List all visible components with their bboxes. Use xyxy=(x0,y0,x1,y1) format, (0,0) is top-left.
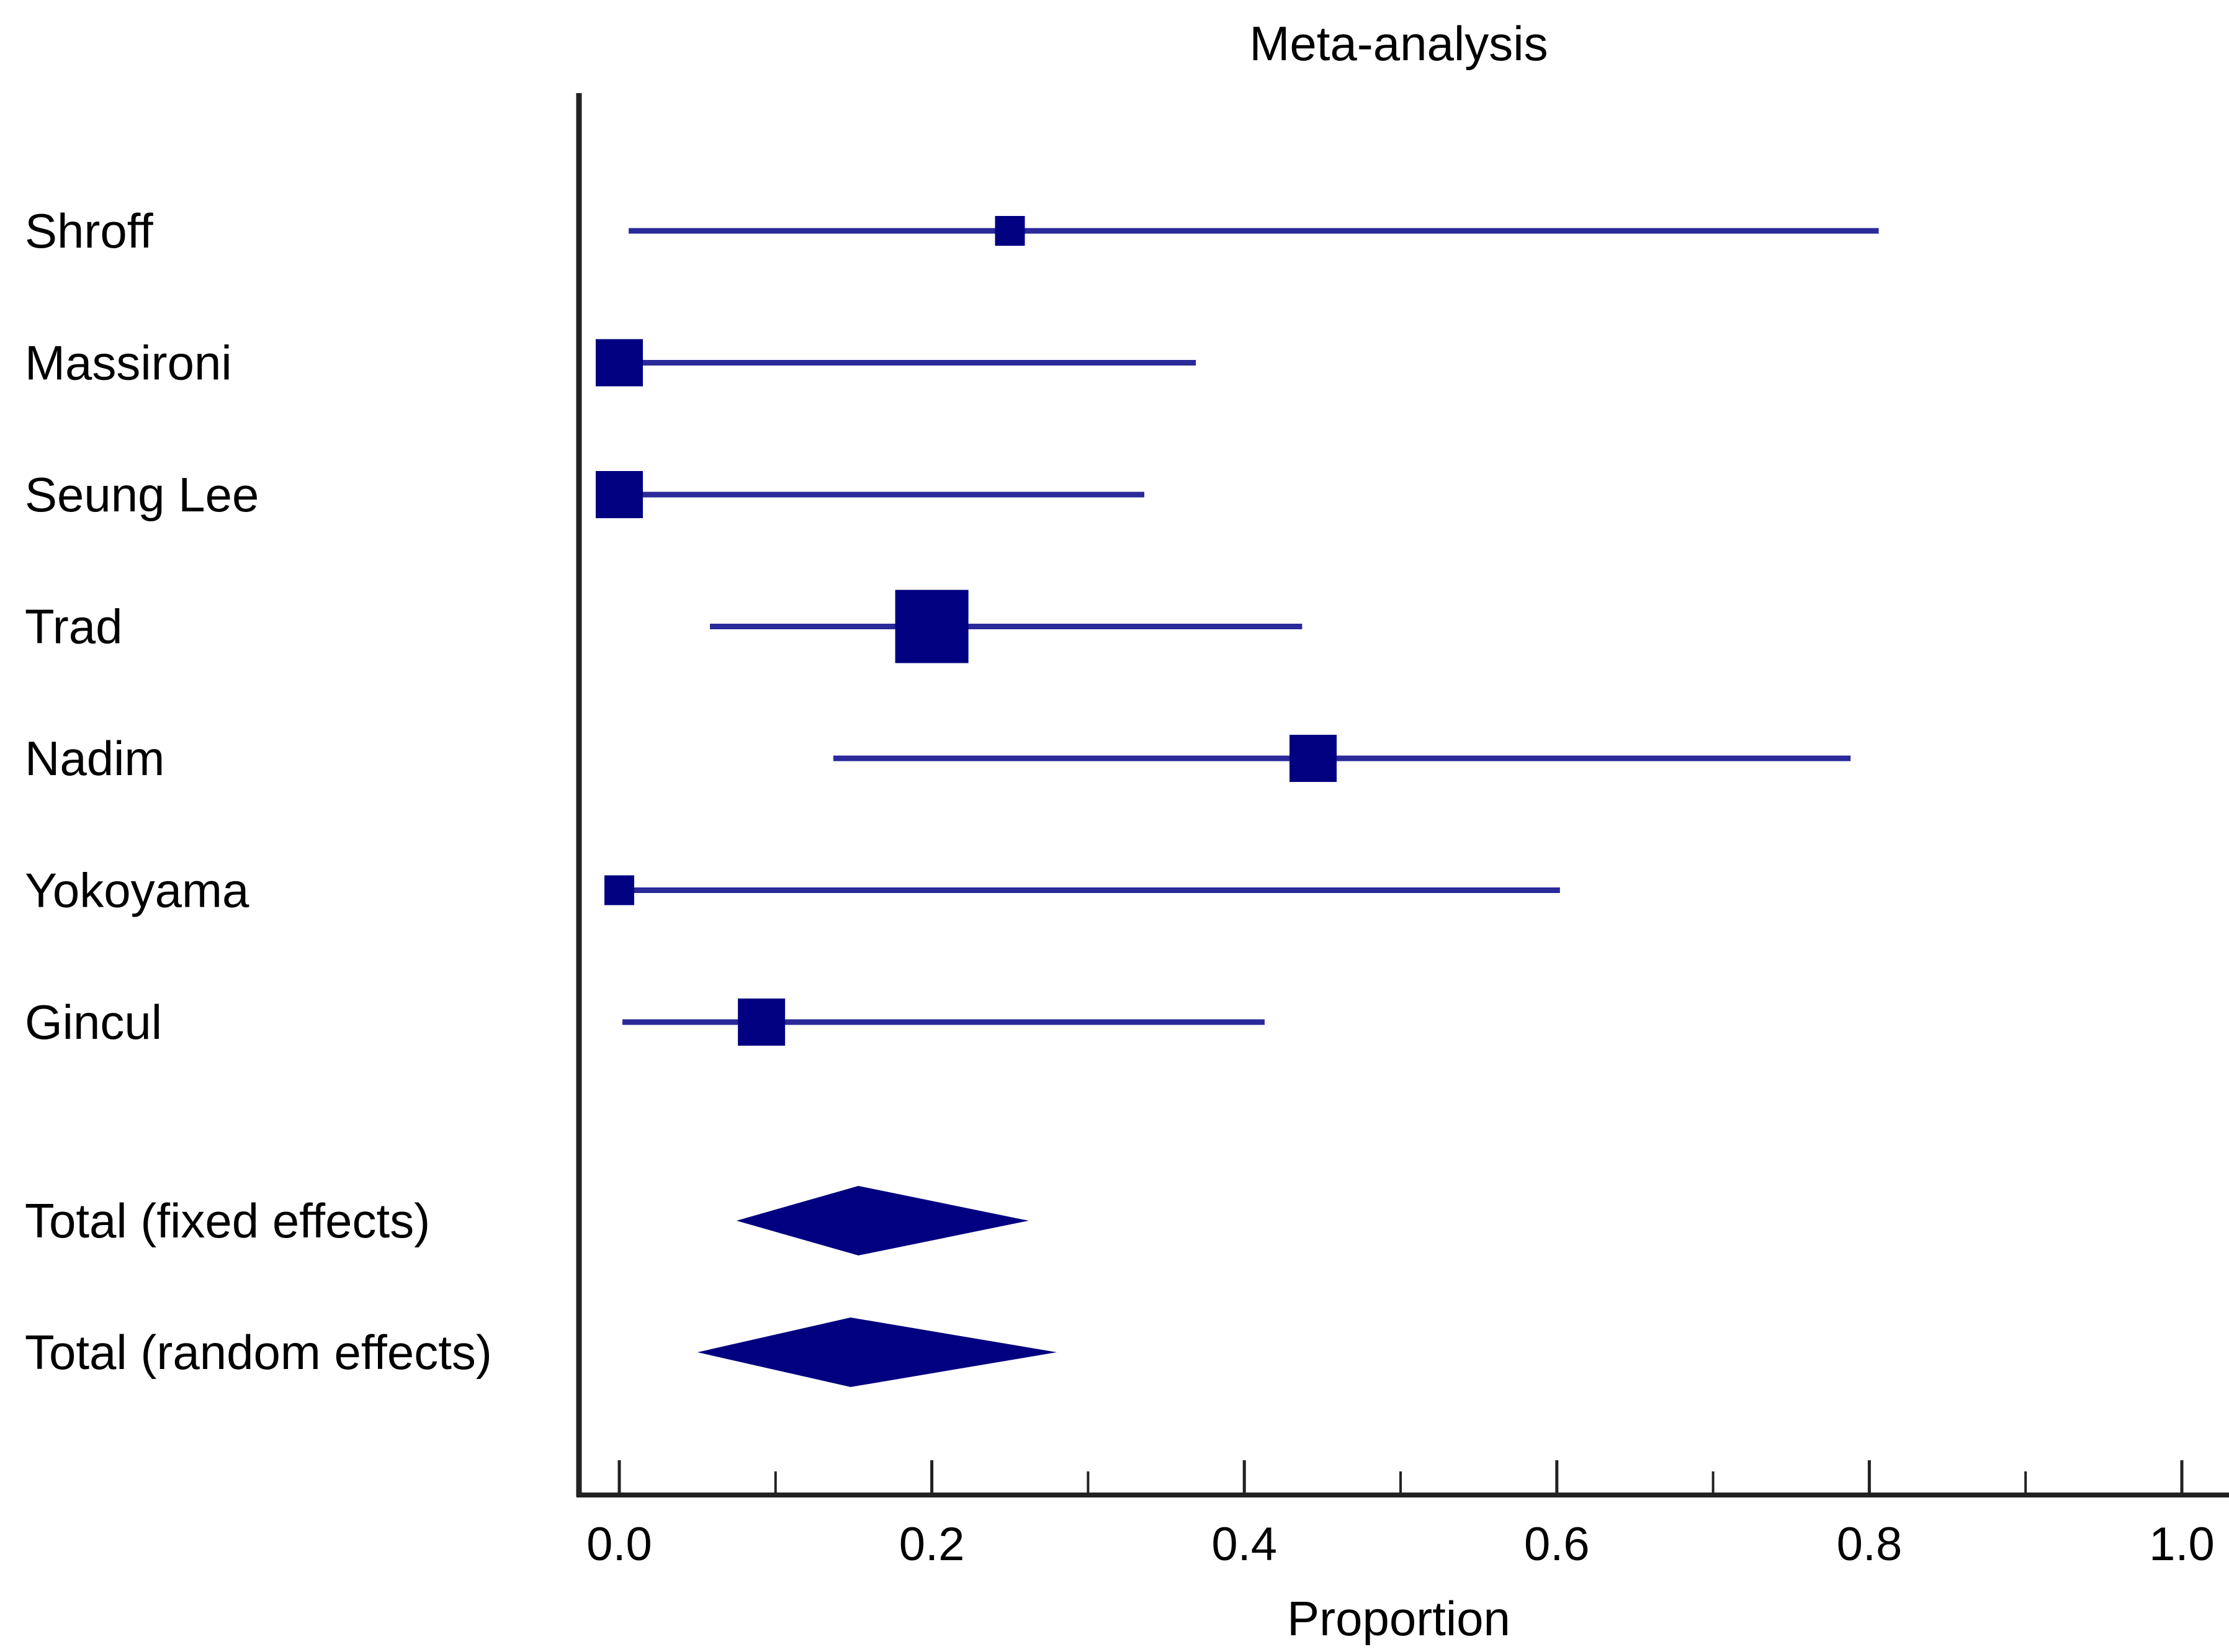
total-label: Total (fixed effects) xyxy=(25,1193,430,1248)
x-axis-ticks: 0.0 0.2 0.4 0.6 0.8 1.0 xyxy=(586,1460,2215,1571)
x-tick-label: 0.2 xyxy=(899,1518,965,1571)
point-estimate-marker xyxy=(596,471,643,518)
point-estimate-marker xyxy=(1289,735,1337,782)
x-tick-label: 0.4 xyxy=(1211,1518,1277,1571)
x-tick-label: 0.6 xyxy=(1524,1518,1590,1571)
point-estimate-marker xyxy=(995,216,1025,246)
total-label: Total (random effects) xyxy=(25,1325,492,1380)
study-label: Yokoyama xyxy=(25,863,249,918)
study-label: Nadim xyxy=(25,731,164,786)
pooled-estimate-diamond xyxy=(736,1186,1029,1255)
chart-title: Meta-analysis xyxy=(1249,16,1548,71)
x-axis-label: Proportion xyxy=(1287,1591,1510,1646)
study-label: Trad xyxy=(25,599,123,654)
point-estimate-marker xyxy=(895,590,969,663)
study-label: Shroff xyxy=(25,204,153,258)
study-labels: Shroff Massironi Seung Lee Trad Nadim Yokoyam… xyxy=(25,204,492,1380)
plot-marks xyxy=(596,216,1879,1387)
point-estimate-marker xyxy=(738,999,786,1046)
study-label: Massironi xyxy=(25,336,232,390)
x-tick-label: 0.0 xyxy=(586,1518,652,1571)
pooled-estimate-diamond xyxy=(697,1318,1057,1387)
study-label: Seung Lee xyxy=(25,467,259,522)
x-tick-label: 1.0 xyxy=(2149,1518,2215,1571)
x-tick-label: 0.8 xyxy=(1837,1518,1903,1571)
point-estimate-marker xyxy=(604,875,634,905)
point-estimate-marker xyxy=(596,339,643,387)
study-label: Gincul xyxy=(25,995,162,1049)
